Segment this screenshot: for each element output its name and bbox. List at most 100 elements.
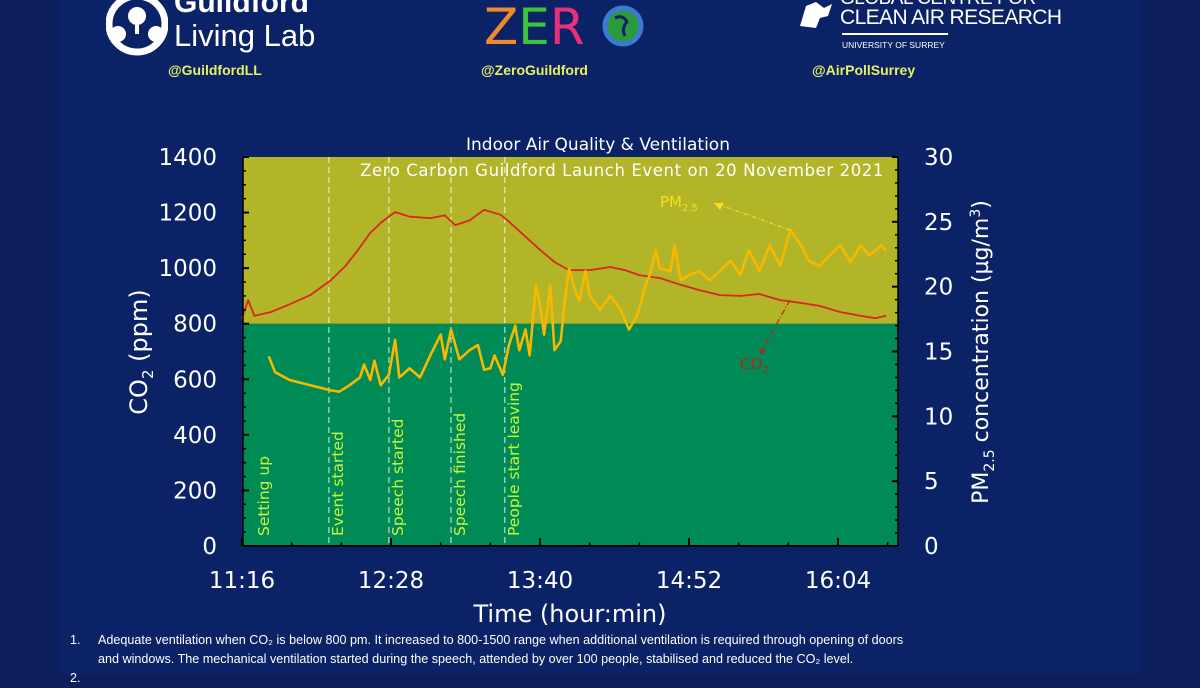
data-point — [609, 266, 612, 268]
data-point — [588, 294, 591, 297]
data-point — [493, 354, 496, 357]
data-point — [688, 274, 690, 276]
data-point — [758, 293, 761, 295]
x-tick-label: 12:28 — [358, 568, 424, 594]
data-point — [669, 270, 672, 272]
data-point — [309, 384, 312, 387]
data-point — [768, 244, 771, 246]
y-left-tick-label: 800 — [173, 312, 217, 338]
data-point — [524, 235, 527, 238]
y-right-tick-label: 10 — [924, 404, 953, 430]
stag-crest-icon — [800, 2, 832, 28]
data-point — [636, 314, 639, 316]
data-point — [253, 315, 256, 317]
data-point — [789, 228, 792, 231]
data-point — [799, 302, 802, 304]
data-point — [543, 333, 545, 336]
data-point — [348, 384, 351, 387]
data-point — [274, 371, 276, 374]
footnote-number: 2. — [70, 671, 81, 685]
data-point — [369, 232, 372, 234]
data-point — [549, 284, 552, 287]
data-point — [444, 358, 446, 361]
data-point — [429, 354, 432, 357]
data-point — [874, 317, 877, 319]
y-right-tick-label: 20 — [924, 275, 953, 301]
event-label: Speech finished — [451, 413, 469, 536]
data-point — [574, 289, 576, 292]
data-point — [344, 265, 347, 267]
data-point — [559, 340, 562, 342]
data-point — [524, 328, 527, 331]
y-left-tick-label: 600 — [173, 367, 217, 393]
y-right-tick-label: 25 — [924, 210, 953, 236]
data-point — [388, 374, 390, 376]
data-point — [859, 244, 862, 246]
data-point — [483, 208, 485, 211]
y-left-tick-label: 1000 — [158, 256, 217, 282]
data-point — [394, 339, 396, 341]
living-lab-emblem-icon — [106, 0, 168, 56]
data-point — [659, 277, 661, 279]
handle-guildfordll: @GuildfordLL — [168, 62, 262, 78]
data-point — [729, 259, 732, 262]
data-point — [818, 305, 821, 307]
data-point — [330, 279, 332, 281]
x-axis-label: Time (hour:min) — [473, 600, 667, 628]
chart-title: Indoor Air Quality & Ventilation — [466, 135, 730, 155]
event-label: People start leaving — [505, 382, 523, 536]
data-point — [514, 324, 516, 327]
data-point — [439, 333, 442, 336]
data-point — [394, 211, 396, 213]
data-point — [758, 270, 761, 272]
data-point — [884, 249, 887, 252]
zero-letter-e: E — [518, 0, 550, 56]
arrowhead-icon — [714, 203, 724, 210]
y-left-tick-label: 200 — [173, 478, 217, 504]
data-point — [609, 294, 612, 297]
data-point — [698, 289, 701, 291]
data-point — [458, 358, 461, 361]
data-point — [799, 244, 802, 246]
handle-zeroguildford: @ZeroGuildford — [481, 62, 588, 78]
data-point — [450, 328, 452, 331]
data-point — [553, 261, 556, 263]
data-point — [624, 269, 626, 271]
data-point — [708, 279, 711, 281]
zero-letter-z: Z — [484, 0, 519, 56]
data-point — [535, 284, 537, 287]
data-point — [330, 389, 332, 392]
data-point — [419, 376, 421, 379]
logo-divider — [842, 33, 948, 35]
data-point — [739, 295, 742, 297]
event-label: Event started — [329, 431, 347, 536]
globe-icon — [602, 5, 644, 47]
data-point — [363, 363, 365, 366]
data-point — [454, 224, 456, 226]
y-right-tick-label: 15 — [924, 340, 953, 366]
x-tick-label: 13:40 — [507, 568, 573, 594]
data-point — [373, 359, 376, 362]
data-point — [309, 294, 312, 296]
band-800-1400 — [243, 157, 898, 324]
data-point — [719, 294, 721, 296]
data-point — [408, 215, 411, 218]
data-point — [828, 254, 831, 257]
data-point — [489, 367, 492, 370]
y-left-tick-label: 1200 — [158, 201, 217, 227]
data-point — [508, 344, 510, 346]
logo-text-clean-air-research: CLEAN AIR RESEARCH — [840, 6, 1062, 29]
x-tick-label: 16:04 — [805, 568, 871, 594]
data-point — [619, 309, 622, 311]
x-tick-label: 11:16 — [209, 568, 275, 594]
data-point — [288, 303, 291, 306]
data-point — [673, 244, 676, 246]
data-point — [499, 213, 502, 216]
logo-text-guildford: Guildford — [174, 0, 309, 19]
y-right-tick-label: 30 — [924, 145, 953, 171]
y-axis-left-label: CO2 (ppm) — [125, 289, 157, 414]
zero-logo: ZER — [484, 0, 645, 56]
data-point — [468, 219, 471, 222]
arrowhead-icon — [759, 348, 765, 354]
